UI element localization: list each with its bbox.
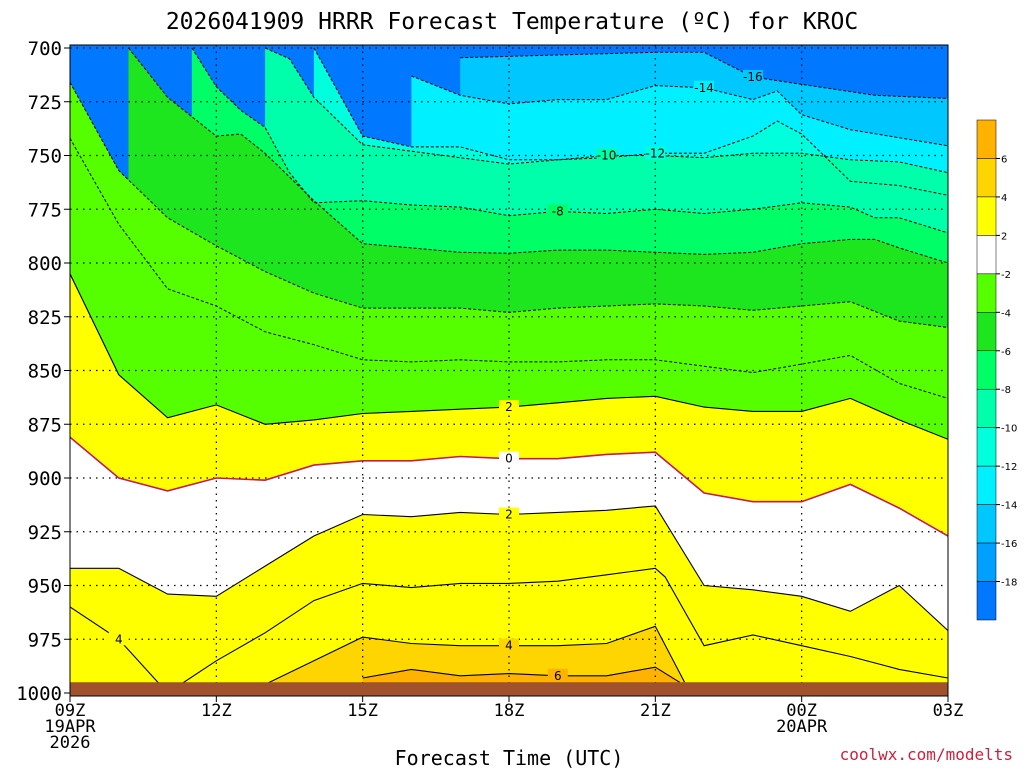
contour-label-bg (499, 451, 519, 465)
contour-label: 4 (115, 632, 123, 646)
x-tick-label: 2026 (50, 733, 91, 753)
isotherm-8 (362, 666, 680, 683)
colorbar-swatch (976, 388, 997, 428)
contour-label-bg (108, 632, 129, 646)
x-tick-label: 15Z (347, 701, 378, 721)
x-tick-label: 20APR (776, 717, 828, 737)
y-tick-label: 825 (28, 307, 62, 329)
contour-label-bg (499, 638, 519, 652)
colorbar-label: -10 (1001, 424, 1017, 435)
y-tick-label: 700 (28, 38, 62, 60)
isotherm--6 (128, 47, 948, 264)
y-tick-label: 875 (28, 414, 62, 436)
colorbar-label: 6 (1001, 154, 1007, 165)
contour-label-bg (596, 148, 617, 162)
contour-label-bg (499, 400, 519, 414)
isotherm--8 (191, 47, 948, 234)
colorbar-label: -16 (1001, 539, 1017, 550)
colorbar-swatch (976, 158, 997, 198)
y-tick-label: 900 (28, 468, 62, 490)
colorbar-label: -8 (1001, 385, 1011, 396)
colorbar-label: 2 (1001, 231, 1007, 242)
colorbar-label: -6 (1001, 347, 1011, 358)
contour-label: 6 (554, 669, 562, 683)
colorbar-swatch (976, 427, 997, 467)
colorbar-swatch (976, 235, 997, 275)
contour-label-bg (694, 80, 715, 94)
contour-label-bg (645, 146, 666, 160)
y-tick-label: 725 (28, 92, 62, 114)
temperature-fill-bands (70, 45, 948, 696)
contour-label-bg (547, 204, 568, 218)
contour-label-bg (742, 70, 763, 84)
ground-surface (70, 682, 948, 696)
y-tick-label: 800 (28, 253, 62, 275)
y-tick-label: 850 (28, 361, 62, 383)
x-tick-label: 09Z (55, 701, 86, 721)
colorbar-label: 4 (1001, 193, 1007, 204)
colorbar-swatch (976, 273, 997, 313)
isotherm--4 (70, 82, 948, 328)
contour-label-bg (547, 668, 568, 682)
contour-label: -12 (646, 146, 666, 160)
colorbar-swatch (976, 542, 997, 582)
y-tick-label: 1000 (16, 683, 62, 705)
colorbar-swatch (976, 465, 997, 505)
gridlines (70, 45, 948, 696)
colorbar-label: -14 (1001, 501, 1017, 512)
contour-label: 2 (505, 400, 513, 414)
fill-band-4 (70, 607, 168, 696)
colorbar: 6 4 2 -2 -4 -6 -8 -10 -12 -14 -16 -18 (976, 119, 1017, 621)
colorbar-swatch (976, 119, 997, 159)
colorbar-label: -18 (1001, 578, 1017, 589)
contour-label: 2 (505, 508, 513, 522)
contour-label: 0 (505, 452, 513, 466)
x-axis-label: Forecast Time (UTC) (395, 746, 624, 768)
isotherm--2 (70, 138, 948, 399)
x-tick-label: 21Z (640, 701, 671, 721)
colorbar-swatch (976, 312, 997, 352)
contour-label: -10 (597, 149, 617, 163)
colorbar-label: -4 (1001, 308, 1011, 319)
isotherm--14 (411, 75, 948, 147)
y-tick-label: 775 (28, 199, 62, 221)
colorbar-label: -2 (1001, 270, 1011, 281)
isotherm-4 (167, 567, 948, 694)
colorbar-swatch (976, 504, 997, 544)
x-tick-label: 19APR (44, 717, 96, 737)
x-tick-label: 00Z (786, 701, 817, 721)
y-axis-ticks: 700 725 750 775 800 825 850 875 900 925 950 975 1000 (16, 38, 70, 705)
contour-label: -8 (552, 204, 564, 218)
contour-label: -14 (694, 81, 714, 95)
isotherm--10 (264, 47, 948, 174)
y-tick-label: 925 (28, 522, 62, 544)
credit-link[interactable]: coolwx.com/modelts (840, 745, 1013, 764)
colorbar-swatch (976, 196, 997, 236)
y-tick-label: 975 (28, 629, 62, 651)
colorbar-swatch (976, 581, 997, 621)
x-tick-label: 03Z (933, 701, 964, 721)
contour-label: -16 (743, 70, 763, 84)
x-tick-label: 18Z (494, 701, 525, 721)
contour-label-bg (499, 507, 519, 521)
contour-labels: -16 -14 -12 -10 -8 2 0 2 4 4 6 (108, 70, 763, 683)
colorbar-swatch (976, 350, 997, 390)
y-tick-label: 950 (28, 576, 62, 598)
isotherm-6 (264, 625, 686, 685)
isotherm--16 (460, 51, 948, 99)
y-tick-label: 750 (28, 146, 62, 168)
contour-label: 4 (505, 639, 513, 653)
chart-title: 2026041909 HRRR Forecast Temperature (ºC… (166, 9, 858, 35)
colorbar-label: -12 (1001, 462, 1017, 473)
x-tick-label: 12Z (201, 701, 232, 721)
